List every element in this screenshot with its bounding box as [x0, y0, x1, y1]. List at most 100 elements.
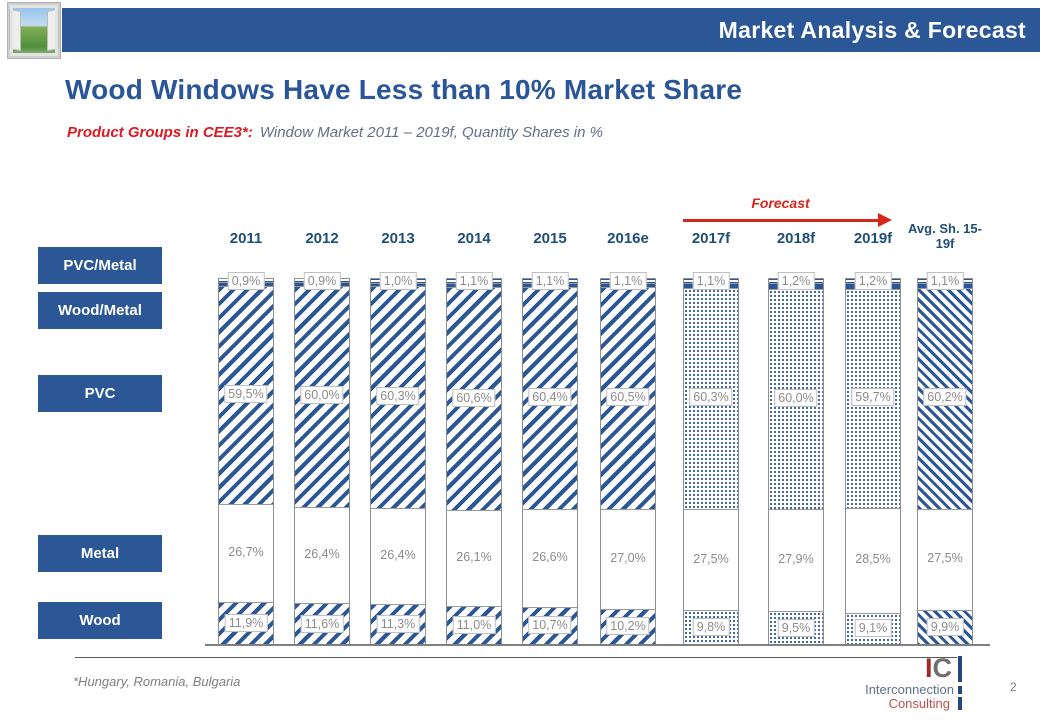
- logo-company-sub: Consulting: [888, 696, 950, 711]
- legend-item-wood: Wood: [38, 602, 162, 639]
- label-wood-value: 10,2%: [606, 617, 650, 636]
- label-pvc-metal-value: 1,1%: [609, 272, 647, 290]
- label-metal-value: 26,6%: [532, 549, 568, 564]
- forecast-arrow-head-icon: [878, 213, 892, 227]
- segment-metal: [523, 509, 577, 607]
- bar-Avg. Sh. 15-19f: [917, 278, 973, 646]
- legend-label: Wood/Metal: [58, 302, 142, 319]
- category-label-2013: 2013: [381, 230, 415, 247]
- label-wood-value: 11,3%: [376, 615, 420, 634]
- label-pvc-metal-value: 1,1%: [455, 272, 493, 290]
- bar-2012: [294, 278, 350, 646]
- category-label-2012: 2012: [305, 230, 339, 247]
- category-label-2019f: 2019f: [853, 230, 893, 247]
- label-pvc-value: 59,5%: [224, 385, 268, 404]
- label-wood-value: 11,0%: [452, 615, 496, 634]
- header-bar: Market Analysis & Forecast: [62, 8, 1040, 52]
- segment-metal: [295, 506, 349, 604]
- logo-bar-icon: [958, 697, 962, 710]
- label-metal-value: 27,5%: [693, 551, 729, 566]
- label-pvc-value: 60,2%: [923, 388, 967, 407]
- bar-2019f: [845, 278, 901, 646]
- legend-item-pvc-metal: PVC/Metal: [38, 247, 162, 284]
- label-pvc-metal-value: 1,1%: [926, 272, 964, 290]
- bar-2015: [522, 278, 578, 646]
- header-title: Market Analysis & Forecast: [718, 16, 1026, 43]
- window-frame: [10, 5, 58, 56]
- label-pvc-metal-value: 1,1%: [692, 272, 730, 290]
- label-pvc-metal-value: 1,0%: [379, 272, 417, 290]
- label-wood-value: 10,7%: [528, 616, 572, 635]
- forecast-arrow: [683, 219, 879, 222]
- legend-label: Metal: [80, 545, 120, 562]
- legend-item-wood-metal: Wood/Metal: [38, 292, 162, 329]
- logo-bar-icon: [958, 656, 962, 682]
- legend-label: PVC/Metal: [63, 257, 137, 274]
- logo-bar-icon: [958, 686, 962, 694]
- segment-metal: [684, 509, 738, 611]
- forecast-label: Forecast: [751, 195, 810, 211]
- category-label-2011: 2011: [229, 230, 263, 247]
- label-wood-value: 9,9%: [926, 617, 964, 636]
- label-pvc-value: 60,4%: [528, 388, 572, 407]
- logo-letter-c: C: [932, 653, 953, 683]
- bar-2016e: [600, 278, 656, 646]
- label-metal-value: 27,0%: [610, 551, 646, 566]
- label-metal-value: 26,7%: [228, 545, 264, 560]
- footnote: *Hungary, Romania, Bulgaria: [73, 674, 241, 689]
- label-metal-value: 28,5%: [855, 552, 891, 567]
- label-pvc-value: 59,7%: [851, 388, 895, 407]
- legend-item-metal: Metal: [38, 535, 162, 572]
- company-logo: IC Interconnection Consulting: [865, 655, 980, 711]
- segment-metal: [769, 508, 823, 612]
- category-label-2017f: 2017f: [691, 230, 731, 247]
- label-pvc-metal-value: 1,2%: [777, 272, 815, 290]
- label-pvc-value: 60,5%: [606, 388, 650, 407]
- category-label-2015: 2015: [533, 230, 567, 247]
- label-pvc-value: 60,0%: [774, 388, 818, 407]
- subtitle-rest: Window Market 2011 – 2019f, Quantity Sha…: [259, 124, 603, 141]
- category-label-2014: 2014: [457, 230, 491, 247]
- label-metal-value: 26,4%: [304, 546, 340, 561]
- label-wood-value: 9,8%: [692, 618, 730, 637]
- label-wood-value: 9,1%: [854, 619, 892, 638]
- logo-letter-i: I: [924, 653, 933, 683]
- segment-metal: [447, 509, 501, 606]
- label-metal-value: 26,4%: [380, 548, 416, 563]
- label-pvc-metal-value: 0,9%: [303, 272, 341, 290]
- footer-divider-line: [75, 657, 957, 658]
- label-metal-value: 26,1%: [456, 549, 492, 564]
- window-photo-icon: [7, 2, 61, 59]
- segment-metal: [601, 509, 655, 609]
- segment-metal: [846, 507, 900, 613]
- page-title: Wood Windows Have Less than 10% Market S…: [65, 74, 743, 105]
- segment-metal: [219, 504, 273, 603]
- category-label-2018f: 2018f: [776, 230, 816, 247]
- bar-2013: [370, 278, 426, 646]
- window-photo: [9, 5, 59, 56]
- label-pvc-metal-value: 1,1%: [531, 272, 569, 290]
- segment-metal: [918, 508, 972, 610]
- legend-item-pvc: PVC: [38, 375, 162, 412]
- legend-label: Wood: [79, 612, 121, 629]
- logo-monogram: IC: [925, 655, 952, 682]
- category-label-2016e: 2016e: [607, 230, 649, 247]
- label-pvc-value: 60,6%: [452, 388, 496, 407]
- label-wood-value: 9,5%: [777, 618, 815, 637]
- subtitle-lead: Product Groups in CEE3*:: [67, 124, 253, 141]
- x-axis-line: [205, 644, 990, 646]
- label-pvc-value: 60,0%: [300, 386, 344, 405]
- bar-2011: [218, 278, 274, 646]
- label-pvc-value: 60,3%: [376, 386, 420, 405]
- bar-2014: [446, 278, 502, 646]
- label-metal-value: 27,5%: [927, 551, 963, 566]
- segment-metal: [371, 507, 425, 605]
- page-number: 2: [1010, 680, 1017, 694]
- logo-company-name: Interconnection: [865, 682, 954, 697]
- label-wood-value: 11,6%: [300, 614, 344, 633]
- legend-label: PVC: [84, 385, 116, 402]
- label-metal-value: 27,9%: [778, 551, 814, 566]
- bar-2018f: [768, 278, 824, 646]
- label-pvc-value: 60,3%: [689, 388, 733, 407]
